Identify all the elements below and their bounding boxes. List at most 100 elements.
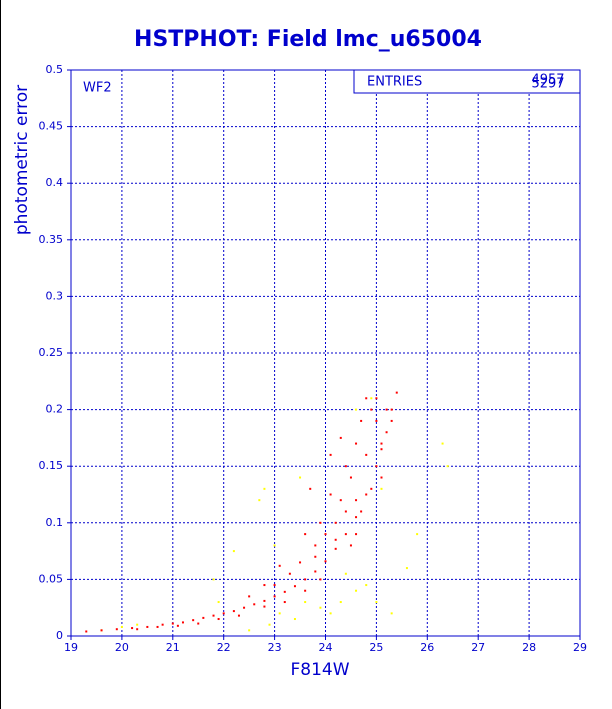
point [380, 476, 383, 479]
point [390, 419, 393, 422]
y-tick-label: 0.3 [46, 289, 64, 302]
point [370, 408, 373, 411]
point [339, 436, 342, 439]
point [146, 625, 149, 628]
point [319, 578, 322, 581]
point [314, 570, 317, 573]
point [416, 533, 419, 536]
y-tick-label: 0 [56, 629, 63, 642]
point [115, 628, 118, 631]
point [120, 625, 123, 628]
y-tick-label: 0.4 [46, 176, 64, 189]
stats-box [353, 69, 581, 94]
x-tick-label: 19 [64, 641, 78, 654]
point [299, 476, 302, 479]
y-tick-label: 0.5 [46, 63, 64, 76]
stats-value: 4957 [531, 73, 564, 88]
point [278, 564, 281, 567]
plot-frame [70, 69, 581, 637]
point [370, 397, 373, 400]
point [243, 606, 246, 609]
y-tick-label: 0.35 [39, 233, 64, 246]
point [100, 629, 103, 632]
y-tick-label: 0.05 [39, 572, 64, 585]
point [385, 408, 388, 411]
point [446, 465, 449, 468]
point [334, 521, 337, 524]
point [365, 453, 368, 456]
x-tick-label: 25 [369, 641, 383, 654]
point [334, 547, 337, 550]
point [319, 521, 322, 524]
point [390, 612, 393, 615]
point [263, 599, 266, 602]
point [237, 614, 240, 617]
x-tick-label: 20 [115, 641, 129, 654]
point [202, 616, 205, 619]
point [365, 397, 368, 400]
point [232, 550, 235, 553]
point [380, 448, 383, 451]
x-tick-label: 26 [420, 641, 434, 654]
point [329, 493, 332, 496]
point [273, 584, 276, 587]
point [349, 544, 352, 547]
point [248, 629, 251, 632]
point [360, 510, 363, 513]
point [85, 630, 88, 633]
point [339, 601, 342, 604]
points [85, 391, 449, 633]
point [273, 544, 276, 547]
point [176, 624, 179, 627]
point [283, 601, 286, 604]
point [273, 595, 276, 598]
chart-title: HSTPHOT: Field lmc_u65004 [134, 27, 482, 52]
y-tick-label: 0.2 [46, 403, 64, 416]
y-tick-label: 0.25 [39, 346, 64, 359]
x-axis-label: F814W [290, 660, 349, 680]
stats-label: ENTRIES [367, 75, 422, 90]
point [304, 589, 307, 592]
point [156, 625, 159, 628]
point [355, 408, 358, 411]
point [232, 610, 235, 613]
point [212, 578, 215, 581]
point [136, 623, 139, 626]
point [324, 560, 327, 563]
point [441, 442, 444, 445]
point [380, 487, 383, 490]
x-tick-label: 27 [471, 641, 485, 654]
point [217, 601, 220, 604]
point [253, 603, 256, 606]
point [380, 442, 383, 445]
point [355, 589, 358, 592]
point [329, 453, 332, 456]
point [355, 442, 358, 445]
point [365, 584, 368, 587]
point [304, 601, 307, 604]
point [171, 622, 174, 625]
point [212, 614, 215, 617]
grid [67, 69, 581, 640]
point [288, 572, 291, 575]
point [344, 572, 347, 575]
point [355, 533, 358, 536]
x-tick-label: 21 [166, 641, 180, 654]
point [355, 499, 358, 502]
x-tick-label: 29 [573, 641, 587, 654]
point [258, 499, 261, 502]
point [405, 567, 408, 570]
x-tick-label: 24 [319, 641, 333, 654]
point [222, 612, 225, 615]
point [192, 619, 195, 622]
x-tick-label: 22 [217, 641, 231, 654]
x-tick-label: 28 [522, 641, 536, 654]
stats-value: 5297 [531, 77, 564, 92]
y-tick-label: 0.1 [46, 516, 64, 529]
point [375, 419, 378, 422]
point [293, 618, 296, 621]
point [355, 516, 358, 519]
point [268, 623, 271, 626]
point [370, 487, 373, 490]
point [136, 628, 139, 631]
